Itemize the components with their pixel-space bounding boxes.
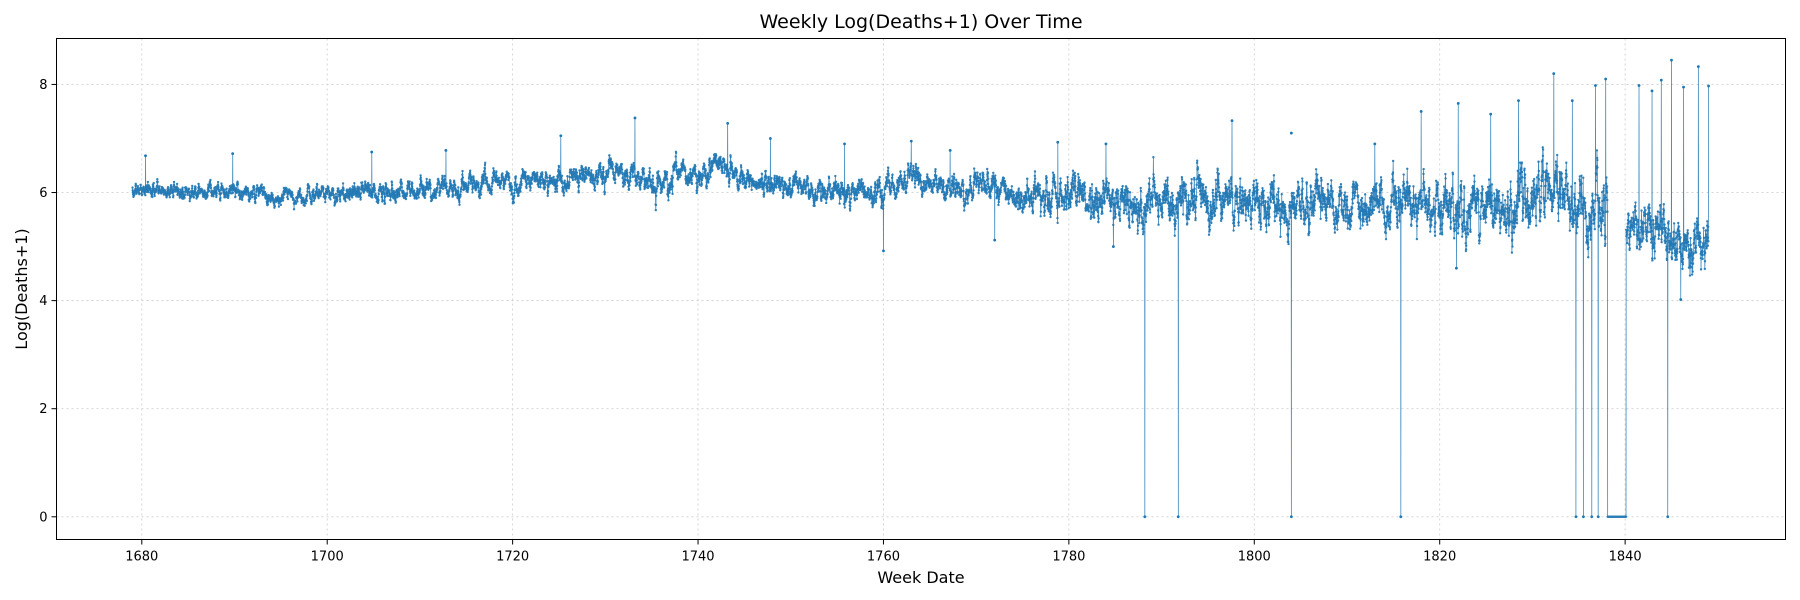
outlier-point [948,148,952,152]
zero-point [1574,515,1578,519]
y-tick-label: 0 [39,510,47,525]
outlier-point [1517,99,1520,103]
zero-point [1666,515,1670,519]
x-tick-label: 1740 [681,550,714,565]
outlier-point [444,148,448,152]
x-axis-title: Week Date [877,568,964,587]
outlier-point [1650,89,1654,93]
x-axis-ticks: 1680 1700 1720 1740 1760 1780 1800 1820 1840 [125,539,1642,565]
outlier-point [1419,110,1423,113]
zero-point [1176,515,1180,519]
outlier-point [559,134,563,138]
outlier-point [1056,140,1060,144]
spike-markers [144,58,1710,519]
x-tick-label: 1800 [1238,550,1271,565]
outlier-point [1289,131,1293,135]
y-tick-label: 8 [39,78,47,93]
series-layer [131,58,1710,519]
outlier-point [993,238,997,242]
outlier-point [1111,245,1115,248]
x-tick-label: 1760 [867,550,900,565]
zero-point [1289,515,1293,519]
outlier-point [1696,65,1700,69]
outlier-point [1454,266,1458,270]
outlier-point [1707,84,1710,88]
outlier-point [1373,142,1377,146]
outlier-point [1682,85,1685,89]
x-tick-label: 1720 [496,550,529,565]
outlier-point [1104,142,1108,146]
zero-point [1590,515,1594,519]
outlier-point [231,152,235,156]
x-tick-label: 1840 [1609,550,1642,565]
outlier-point [1637,84,1641,87]
y-axis-ticks: 0 2 4 6 8 [39,78,57,525]
zero-point [1399,515,1403,519]
outlier-point [633,116,637,120]
outlier-point [1679,298,1683,301]
y-tick-label: 4 [39,294,47,309]
outlier-point [726,121,730,125]
x-tick-label: 1700 [311,550,344,565]
outlier-point [768,137,772,140]
outlier-point [1552,72,1556,76]
outlier-point [1489,112,1493,116]
x-tick-label: 1680 [125,550,158,565]
y-tick-label: 2 [39,402,47,417]
outlier-point [1570,99,1574,103]
x-tick-label: 1780 [1052,550,1085,565]
outlier-point [1670,58,1673,62]
outlier-point [1456,101,1460,105]
y-tick-label: 6 [39,186,47,201]
grid [56,38,1786,540]
chart-title: Weekly Log(Deaths+1) Over Time [759,11,1082,33]
outlier-point [1604,77,1608,81]
zero-point [1581,515,1585,519]
outlier-point [370,150,374,154]
outlier-point [1594,84,1597,87]
outlier-point [909,139,913,143]
outlier-point [144,154,147,158]
outlier-point [882,249,885,253]
zero-point [1596,515,1600,519]
plot-frame [56,38,1786,540]
outlier-point [1659,78,1663,82]
series-markers [131,58,1710,518]
outlier-point [843,142,846,146]
x-tick-label: 1820 [1423,550,1456,565]
zero-point [1143,515,1147,519]
y-axis-title: Log(Deaths+1) [12,228,31,349]
series-line [132,60,1709,518]
outlier-point [1230,119,1234,123]
